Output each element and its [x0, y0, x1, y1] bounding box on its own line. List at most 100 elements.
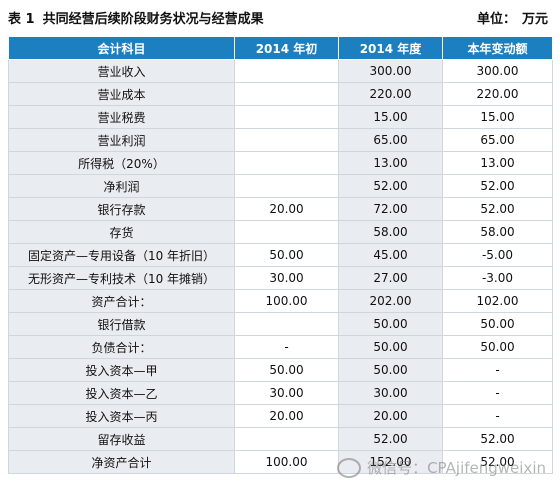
cell-account: 净利润	[8, 174, 235, 198]
cell-year-2014: 220.00	[338, 82, 443, 106]
cell-change: 220.00	[442, 82, 553, 106]
cell-change: 102.00	[442, 289, 553, 313]
cell-begin-2014: 100.00	[234, 450, 339, 474]
cell-change: 50.00	[442, 312, 553, 336]
cell-begin-2014: 20.00	[234, 197, 339, 221]
table-row: 负债合计： -50.00 50.00	[8, 335, 553, 359]
cell-change: 300.00	[442, 59, 553, 83]
cell-begin-2014: 100.00	[234, 289, 339, 313]
cell-year-2014: 202.00	[338, 289, 443, 313]
header-row: 会计科目 2014 年初 2014 年度 本年变动额	[8, 36, 553, 60]
table-row: 投入资本—甲 50.00 50.00-	[8, 358, 553, 382]
cell-change: 65.00	[442, 128, 553, 152]
cell-account: 营业成本	[8, 82, 235, 106]
cell-account: 银行存款	[8, 197, 235, 221]
cell-begin-2014	[234, 312, 339, 336]
cell-account: 营业收入	[8, 59, 235, 83]
table-row: 营业成本 220.00 220.00	[8, 82, 553, 106]
cell-year-2014: 45.00	[338, 243, 443, 267]
cell-account: 负债合计：	[8, 335, 235, 359]
watermark: 微信号：CPAjifengweixin	[337, 457, 546, 478]
cell-year-2014: 58.00	[338, 220, 443, 244]
cell-year-2014: 13.00	[338, 151, 443, 175]
cell-account: 存货	[8, 220, 235, 244]
table-row: 存货 58.00 58.00	[8, 220, 553, 244]
table-caption: 表 1 共同经营后续阶段财务状况与经营成果	[8, 8, 264, 27]
cell-begin-2014	[234, 220, 339, 244]
cell-change: 15.00	[442, 105, 553, 129]
cell-change: 52.00	[442, 174, 553, 198]
table-title: 共同经营后续阶段财务状况与经营成果	[42, 11, 264, 27]
cell-year-2014: 30.00	[338, 381, 443, 405]
cell-year-2014: 50.00	[338, 312, 443, 336]
cell-change: 52.00	[442, 427, 553, 451]
table-row: 投入资本—丙 20.00 20.00-	[8, 404, 553, 428]
cell-change: -5.00	[442, 243, 553, 267]
cell-begin-2014	[234, 151, 339, 175]
header-account: 会计科目	[8, 36, 235, 60]
cell-year-2014: 52.00	[338, 427, 443, 451]
cell-change: -3.00	[442, 266, 553, 290]
cell-account: 营业税费	[8, 105, 235, 129]
cell-begin-2014	[234, 82, 339, 106]
cell-begin-2014: 50.00	[234, 243, 339, 267]
cell-account: 留存收益	[8, 427, 235, 451]
unit-label-group: 单位： 万元	[477, 8, 552, 27]
cell-year-2014: 300.00	[338, 59, 443, 83]
cell-account: 资产合计：	[8, 289, 235, 313]
cell-year-2014: 72.00	[338, 197, 443, 221]
table-number: 表 1	[8, 11, 35, 27]
table-row: 营业税费 15.00 15.00	[8, 105, 553, 129]
cell-account: 净资产合计	[8, 450, 235, 474]
table-body: 营业收入 300.00 300.00 营业成本 220.00 220.00 营业税费 15.0…	[8, 59, 553, 474]
unit-label: 单位：	[476, 11, 516, 27]
table-row: 营业收入 300.00 300.00	[8, 59, 553, 83]
table-row: 银行借款 50.00 50.00	[8, 312, 553, 336]
cell-begin-2014: 50.00	[234, 358, 339, 382]
title-bar: 表 1 共同经营后续阶段财务状况与经营成果 单位： 万元	[8, 4, 552, 30]
cell-year-2014: 65.00	[338, 128, 443, 152]
cell-account: 投入资本—乙	[8, 381, 235, 405]
table-row: 银行存款 20.00 72.00 52.00	[8, 197, 553, 221]
table-row: 固定资产—专用设备（10 年折旧） 50.00 45.00 -5.00	[8, 243, 553, 267]
cell-account: 银行借款	[8, 312, 235, 336]
header-year-2014: 2014 年度	[338, 36, 443, 60]
cell-year-2014: 15.00	[338, 105, 443, 129]
cell-begin-2014	[234, 174, 339, 198]
table-row: 净资产合计 100.00 152.00 52.00	[8, 450, 553, 474]
cell-begin-2014: 30.00	[234, 266, 339, 290]
unit-value: 万元	[521, 11, 548, 27]
wechat-icon	[337, 457, 362, 478]
cell-change: 52.00	[442, 450, 553, 474]
cell-begin-2014: 30.00	[234, 381, 339, 405]
cell-change: -	[442, 381, 553, 405]
table-row: 营业利润 65.00 65.00	[8, 128, 553, 152]
table-row: 无形资产—专利技术（10 年摊销） 30.00 27.00 -3.00	[8, 266, 553, 290]
header-begin-2014: 2014 年初	[234, 36, 339, 60]
financial-table: 会计科目 2014 年初 2014 年度 本年变动额 营业收入 300.00 300…	[8, 36, 553, 474]
cell-account: 固定资产—专用设备（10 年折旧）	[8, 243, 235, 267]
cell-change: 52.00	[442, 197, 553, 221]
cell-year-2014: 50.00	[338, 335, 443, 359]
cell-account: 无形资产—专利技术（10 年摊销）	[8, 266, 235, 290]
cell-year-2014: 52.00	[338, 174, 443, 198]
cell-change: -	[442, 358, 553, 382]
watermark-text: 微信号：CPAjifengweixin	[367, 459, 546, 477]
cell-year-2014: 20.00	[338, 404, 443, 428]
cell-year-2014: 50.00	[338, 358, 443, 382]
cell-change: 50.00	[442, 335, 553, 359]
cell-change: 13.00	[442, 151, 553, 175]
cell-begin-2014: -	[234, 335, 339, 359]
cell-begin-2014: 20.00	[234, 404, 339, 428]
cell-begin-2014	[234, 105, 339, 129]
table-row: 资产合计： 100.00 202.00 102.00	[8, 289, 553, 313]
cell-account: 所得税（20%）	[8, 151, 235, 175]
table-row: 投入资本—乙 30.00 30.00-	[8, 381, 553, 405]
cell-account: 投入资本—甲	[8, 358, 235, 382]
cell-account: 投入资本—丙	[8, 404, 235, 428]
cell-begin-2014	[234, 59, 339, 83]
table-row: 留存收益 52.00 52.00	[8, 427, 553, 451]
cell-begin-2014	[234, 427, 339, 451]
header-change: 本年变动额	[442, 36, 553, 60]
cell-change: 58.00	[442, 220, 553, 244]
